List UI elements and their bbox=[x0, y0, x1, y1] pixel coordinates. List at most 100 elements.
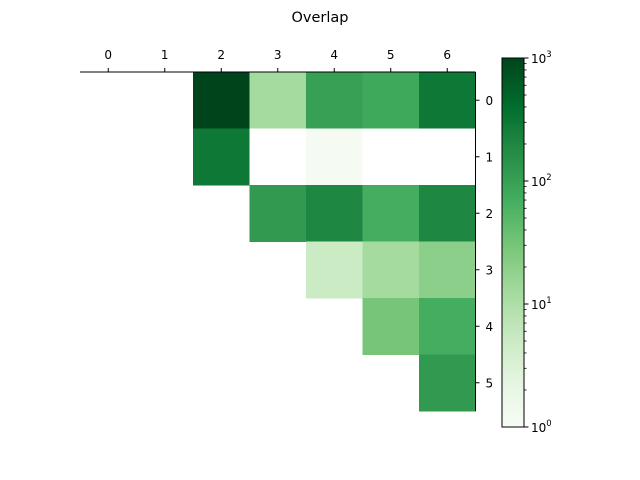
colorbar-segment bbox=[502, 159, 524, 164]
heatmap-cell bbox=[419, 241, 476, 299]
colorbar-segment bbox=[502, 101, 524, 105]
colorbar-segment bbox=[502, 319, 524, 324]
heatmap-cell bbox=[419, 354, 476, 412]
x-tick-label: 3 bbox=[274, 48, 282, 62]
colorbar-segment bbox=[502, 73, 524, 78]
colorbar-segment bbox=[502, 193, 524, 197]
colorbar-segment bbox=[502, 125, 524, 130]
colorbar-segment bbox=[502, 217, 524, 222]
x-tick-label: 1 bbox=[161, 48, 169, 62]
colorbar-segment bbox=[502, 220, 524, 225]
colorbar-segment bbox=[502, 147, 524, 151]
colorbar-segment bbox=[502, 113, 524, 118]
colorbar-segment bbox=[502, 190, 524, 194]
colorbar-segment bbox=[502, 396, 524, 400]
colorbar-segment bbox=[502, 273, 524, 277]
colorbar-segment bbox=[502, 399, 524, 403]
colorbar-segment bbox=[502, 230, 524, 234]
colorbar-segment bbox=[502, 356, 524, 360]
colorbar-segment bbox=[502, 165, 524, 170]
colorbar-segment bbox=[502, 122, 524, 127]
colorbar-segment bbox=[502, 414, 524, 419]
colorbar-segment bbox=[502, 393, 524, 397]
colorbar-segment bbox=[502, 257, 524, 262]
colorbar-segment bbox=[502, 359, 524, 364]
colorbar-segment bbox=[502, 224, 524, 228]
heatmap-cell bbox=[193, 72, 250, 129]
colorbar-segment bbox=[502, 254, 524, 259]
colorbar-segment bbox=[502, 110, 524, 114]
heatmap-cell bbox=[193, 128, 250, 186]
colorbar-segment bbox=[502, 141, 524, 145]
colorbar-segment bbox=[502, 390, 524, 394]
colorbar-segment bbox=[502, 276, 524, 280]
heatmap-cell bbox=[419, 298, 476, 355]
colorbar-segment bbox=[502, 279, 524, 284]
heatmap-cell bbox=[419, 185, 476, 242]
colorbar-segment bbox=[502, 334, 524, 339]
colorbar-segment bbox=[502, 227, 524, 231]
colorbar-segment bbox=[502, 331, 524, 336]
colorbar-segment bbox=[502, 380, 524, 385]
chart-title: Overlap bbox=[292, 10, 349, 26]
colorbar: 100 101 102 103 bbox=[501, 50, 552, 435]
colorbar-frame bbox=[501, 57, 525, 428]
colorbar-segment bbox=[502, 236, 524, 241]
colorbar-segment bbox=[502, 162, 524, 167]
colorbar-segment bbox=[502, 325, 524, 330]
colorbar-segment bbox=[502, 242, 524, 247]
colorbar-segment bbox=[502, 387, 524, 391]
colorbar-segment bbox=[502, 374, 524, 379]
colorbar-segment bbox=[502, 310, 524, 314]
y-tick-label: 1 bbox=[486, 150, 494, 164]
colorbar-segment bbox=[502, 368, 524, 373]
colorbar-segment bbox=[502, 245, 524, 250]
colorbar-segment bbox=[502, 61, 524, 65]
colorbar-segment bbox=[502, 420, 524, 425]
colorbar-segment bbox=[502, 196, 524, 201]
colorbar-segment bbox=[502, 134, 524, 139]
colorbar-segment bbox=[502, 233, 524, 237]
colorbar-segment bbox=[502, 211, 524, 216]
colorbar-segment bbox=[502, 177, 524, 182]
x-tick-label: 0 bbox=[104, 48, 112, 62]
y-tick-label: 0 bbox=[486, 94, 494, 108]
colorbar-segment bbox=[502, 322, 524, 327]
colorbar-segment bbox=[502, 377, 524, 382]
colorbar-segment bbox=[502, 264, 524, 268]
heatmap-cell bbox=[362, 241, 420, 299]
colorbar-segment bbox=[502, 340, 524, 345]
y-tick-label: 2 bbox=[486, 207, 494, 221]
heatmap-cell bbox=[362, 185, 420, 242]
colorbar-segment bbox=[502, 67, 524, 71]
colorbar-segment bbox=[502, 91, 524, 96]
colorbar-segment bbox=[502, 288, 524, 293]
colorbar-segment bbox=[502, 199, 524, 204]
colorbar-segment bbox=[502, 205, 524, 210]
colorbar-segment bbox=[502, 214, 524, 219]
colorbar-segment bbox=[502, 76, 524, 81]
colorbar-segment bbox=[502, 168, 524, 173]
colorbar-segment bbox=[502, 313, 524, 317]
colorbar-segment bbox=[502, 187, 524, 191]
colorbar-segment bbox=[502, 156, 524, 161]
colorbar-segment bbox=[502, 128, 524, 133]
y-tick-label: 5 bbox=[486, 376, 494, 390]
colorbar-segment bbox=[502, 131, 524, 136]
colorbar-segment bbox=[502, 417, 524, 422]
colorbar-segment bbox=[502, 304, 524, 308]
colorbar-tick-label: 101 bbox=[531, 296, 552, 312]
colorbar-segment bbox=[502, 239, 524, 244]
colorbar-segment bbox=[502, 337, 524, 342]
colorbar-segment bbox=[502, 294, 524, 299]
colorbar-segment bbox=[502, 184, 524, 188]
colorbar-segment bbox=[502, 402, 524, 407]
colorbar-segment bbox=[502, 119, 524, 124]
colorbar-segment bbox=[502, 82, 524, 87]
colorbar-segment bbox=[502, 94, 524, 99]
heatmap-cell bbox=[306, 128, 363, 186]
colorbar-segment bbox=[502, 383, 524, 388]
colorbar-gradient bbox=[502, 58, 524, 428]
colorbar-tick-label: 100 bbox=[531, 419, 552, 435]
